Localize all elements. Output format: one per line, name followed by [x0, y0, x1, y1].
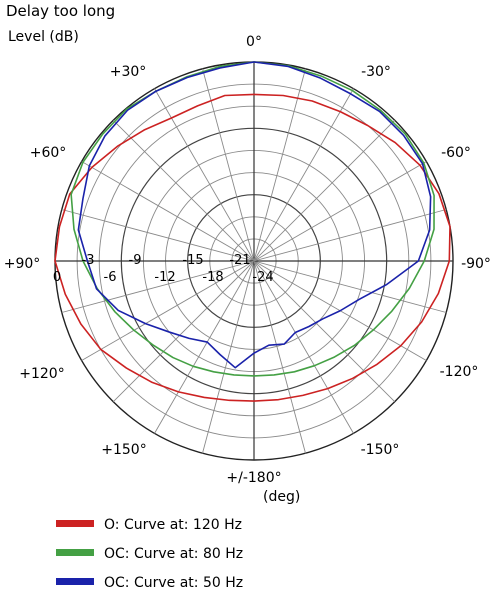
- series-line-2: [70, 61, 435, 377]
- grid-spoke: [253, 88, 354, 262]
- angle-tick-label: -60°: [441, 145, 471, 161]
- angle-tick-label: +150°: [101, 442, 146, 458]
- grid-spoke: [112, 119, 255, 262]
- series-layer: [54, 61, 451, 402]
- grid-spoke: [112, 260, 255, 403]
- angle-tick-label: -30°: [361, 64, 391, 80]
- radial-tick-label: -3: [82, 253, 95, 268]
- grid-spoke: [253, 68, 306, 262]
- grid-spoke: [253, 119, 396, 262]
- polar-grid: [54, 61, 454, 461]
- radial-tick-label: -12: [154, 270, 175, 285]
- angle-tick-label: -90°: [461, 256, 491, 272]
- legend-swatch: [56, 520, 94, 527]
- angle-tick-label: +30°: [110, 64, 147, 80]
- angle-tick-label: -120°: [440, 364, 479, 380]
- angle-tick-label: -150°: [361, 442, 400, 458]
- legend-swatch: [56, 549, 94, 556]
- angle-tick-label: 0°: [246, 34, 262, 50]
- radial-tick-label: -18: [202, 270, 223, 285]
- angle-tick-labels: 0° -30° -60° -90° -120° -150° +/-180° +150° +120…: [4, 34, 491, 486]
- legend-label: OC: Curve at: 80 Hz: [104, 546, 243, 562]
- legend-label: O: Curve at: 120 Hz: [104, 517, 242, 533]
- grid-spoke: [253, 260, 447, 313]
- chart-title: Delay too long: [6, 2, 115, 20]
- series-line-1: [54, 93, 451, 402]
- radial-tick-label: -15: [182, 253, 203, 268]
- radial-tick-labels: 0 -3 -6 -9 -12 -15 -18 -21-24: [53, 253, 274, 285]
- legend: O: Curve at: 120 Hz OC: Curve at: 80 Hz OC…: [56, 517, 243, 591]
- radial-tick-label: -9: [129, 253, 142, 268]
- angle-tick-label: +90°: [4, 256, 41, 272]
- angle-tick-label: +/-180°: [226, 470, 281, 486]
- grid-spoke: [202, 260, 255, 454]
- radial-tick-label: 0: [53, 270, 61, 285]
- grid-spoke: [253, 260, 306, 454]
- grid-spoke: [81, 161, 255, 262]
- grid-spoke: [253, 209, 447, 262]
- radial-tick-label: -21: [229, 253, 250, 268]
- angle-unit-label: (deg): [263, 489, 300, 505]
- y-axis-label: Level (dB): [8, 29, 79, 45]
- grid-spoke: [253, 260, 396, 403]
- radial-tick-label: -6: [104, 270, 117, 285]
- grid-spoke: [61, 209, 255, 262]
- grid-spoke: [202, 68, 255, 262]
- series-line-3: [77, 61, 432, 369]
- legend-swatch: [56, 578, 94, 585]
- grid-spoke: [61, 260, 255, 313]
- grid-spoke: [253, 161, 427, 262]
- angle-tick-label: +120°: [19, 366, 64, 382]
- radial-tick-label: -24: [252, 270, 273, 285]
- grid-spoke: [81, 260, 255, 361]
- angle-tick-label: +60°: [30, 145, 67, 161]
- legend-label: OC: Curve at: 50 Hz: [104, 575, 243, 591]
- grid-spoke: [154, 260, 255, 434]
- grid-spoke: [253, 260, 354, 434]
